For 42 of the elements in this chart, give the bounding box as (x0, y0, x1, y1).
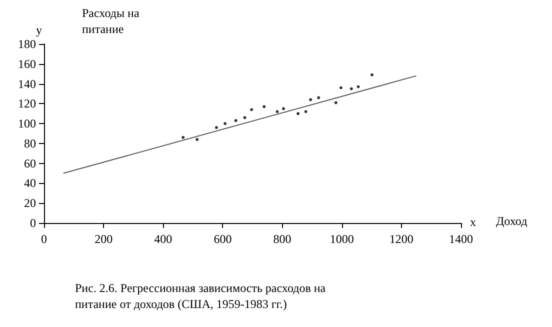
point (296, 112, 300, 116)
y-tick-label: 140 (18, 76, 36, 91)
point (243, 116, 246, 120)
y-tick-label: 60 (24, 156, 36, 170)
y-tick-label: 120 (18, 96, 36, 111)
point (224, 122, 227, 126)
point (276, 110, 279, 114)
x-axis-title: Доход (496, 214, 528, 228)
y-tick-label: 40 (24, 176, 36, 190)
x-tick-label: 400 (154, 232, 172, 246)
y-axis-title: Расходы на питание (82, 6, 140, 36)
y-tick-label: 20 (24, 196, 36, 210)
y-tick-label: 0 (30, 216, 36, 230)
point (370, 73, 374, 76)
point (356, 85, 360, 88)
point (304, 110, 308, 114)
point (196, 138, 199, 141)
point (317, 96, 320, 100)
x-tick-label: 1400 (449, 232, 473, 246)
point (234, 119, 238, 122)
point (282, 107, 285, 110)
text: Рис. 2.6. Регрессионная зависимость расходов на питание от доходов (США, 1959-1983 гг.) (75, 281, 326, 311)
point (339, 86, 342, 90)
x-tick-label: 1200 (389, 232, 414, 246)
point (250, 108, 254, 112)
x-tick-label: 200 (94, 232, 113, 246)
point (309, 98, 312, 102)
point (182, 136, 185, 139)
point (334, 101, 338, 104)
y-tick-label: 100 (18, 116, 36, 131)
text: х (470, 215, 476, 229)
x-tick-label: 1000 (330, 232, 354, 246)
x-tick-label: 600 (214, 232, 232, 246)
point (350, 87, 353, 90)
y-tick-label: 160 (18, 56, 36, 71)
x-tick-label: 0 (41, 232, 47, 246)
point (214, 126, 218, 130)
point (262, 105, 266, 108)
text: у (36, 23, 42, 37)
y-tick-label: 80 (24, 136, 36, 150)
y-tick-label: 180 (18, 37, 36, 51)
x-tick-label: 800 (273, 232, 292, 246)
